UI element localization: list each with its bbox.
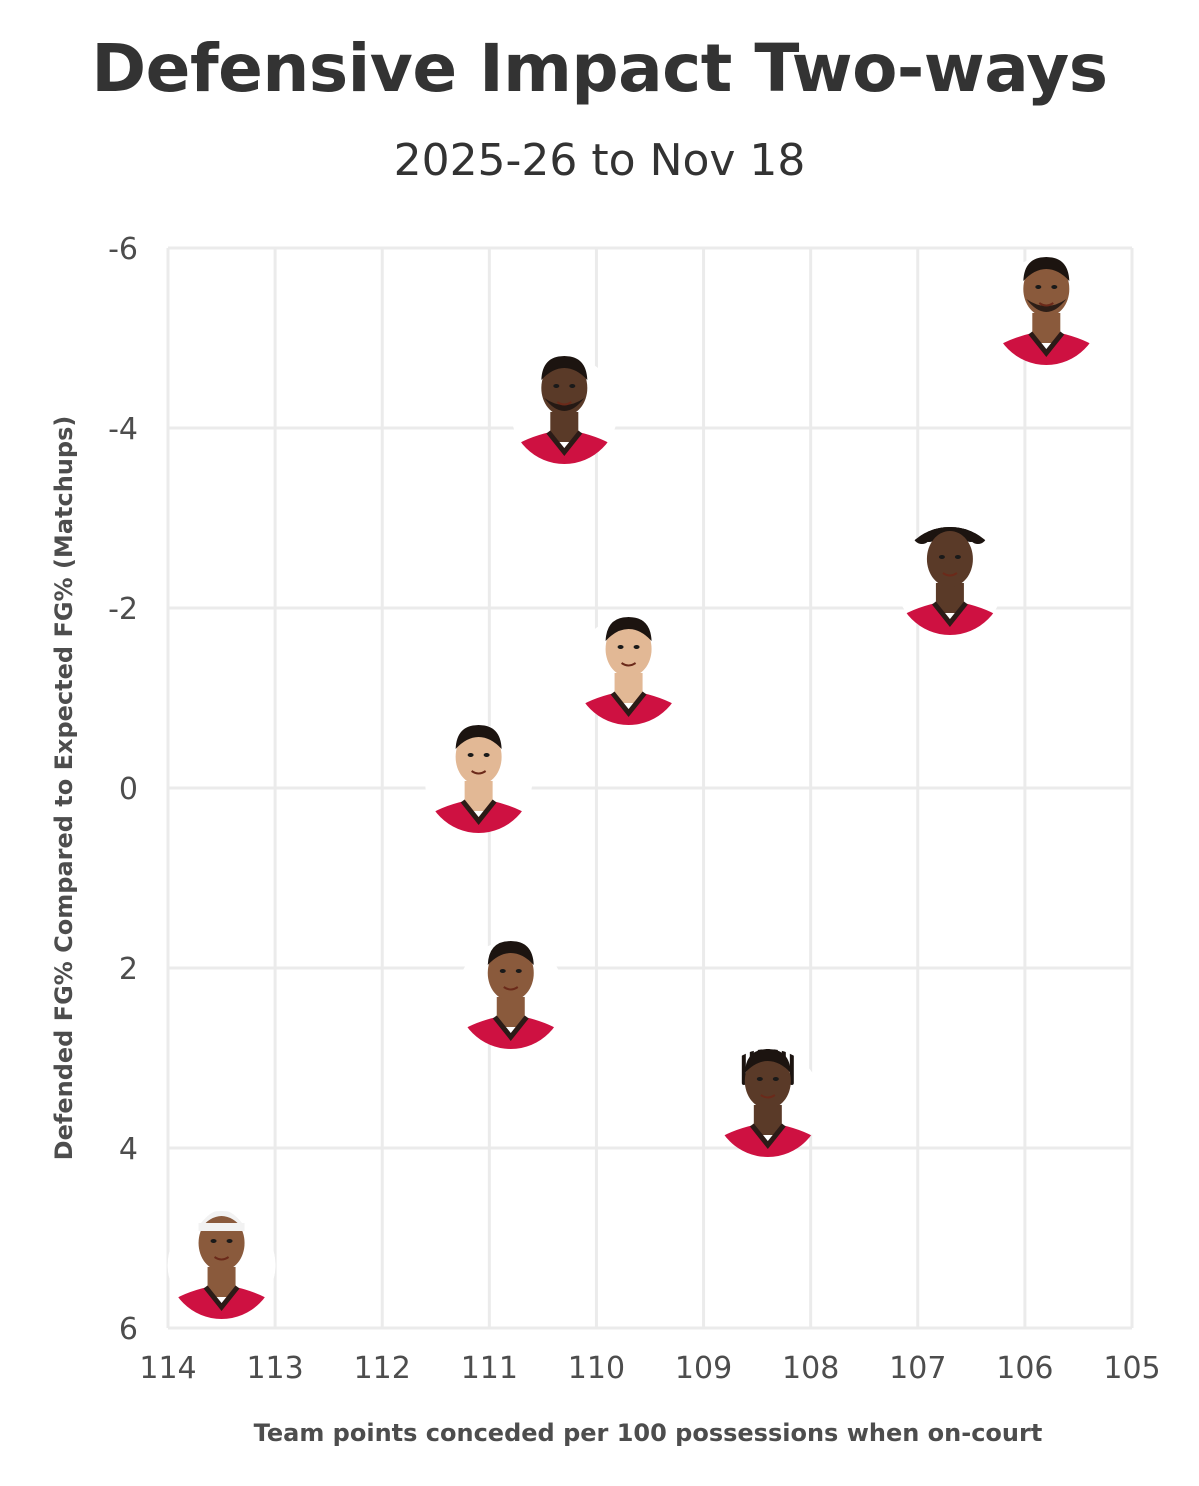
player-headshot-icon	[895, 527, 1004, 635]
x-tick-label: 109	[675, 1351, 732, 1386]
x-tick-label: 107	[889, 1351, 946, 1386]
y-axis-ticks: -6 -4 -2 0 2 4 6	[108, 232, 138, 1347]
y-tick-label: -2	[108, 592, 138, 627]
x-tick-label: 106	[996, 1351, 1053, 1386]
x-tick-label: 105	[1103, 1351, 1160, 1386]
gridlines	[166, 246, 1134, 1330]
x-axis-ticks: 114 113 112 111 110 109 108 107 106 105	[139, 1351, 1160, 1386]
x-axis-title: Team points conceded per 100 possessions…	[254, 1419, 1043, 1447]
player-headshot-icon	[167, 1211, 276, 1319]
player-headshot-icon	[713, 1049, 822, 1157]
y-tick-label: 0	[119, 772, 138, 807]
y-tick-label: 2	[119, 952, 138, 987]
y-tick-label: 6	[119, 1312, 138, 1347]
data-points	[167, 257, 1101, 1319]
player-headshot-icon	[510, 356, 619, 464]
chart-title: Defensive Impact Two-ways	[91, 30, 1108, 107]
x-tick-label: 110	[568, 1351, 625, 1386]
x-tick-label: 112	[354, 1351, 411, 1386]
x-tick-label: 108	[782, 1351, 839, 1386]
x-tick-label: 113	[246, 1351, 303, 1386]
y-axis-title: Defended FG% Compared to Expected FG% (M…	[50, 416, 78, 1161]
player-headshot-icon	[992, 257, 1101, 365]
y-tick-label: -6	[108, 232, 138, 267]
player-headshot-icon	[424, 725, 533, 833]
player-headshot-icon	[574, 617, 683, 725]
chart-subtitle: 2025-26 to Nov 18	[393, 135, 806, 186]
x-tick-label: 114	[139, 1351, 196, 1386]
y-tick-label: -4	[108, 412, 138, 447]
player-headshot-icon	[456, 941, 565, 1049]
y-tick-label: 4	[119, 1132, 138, 1167]
x-tick-label: 111	[461, 1351, 518, 1386]
